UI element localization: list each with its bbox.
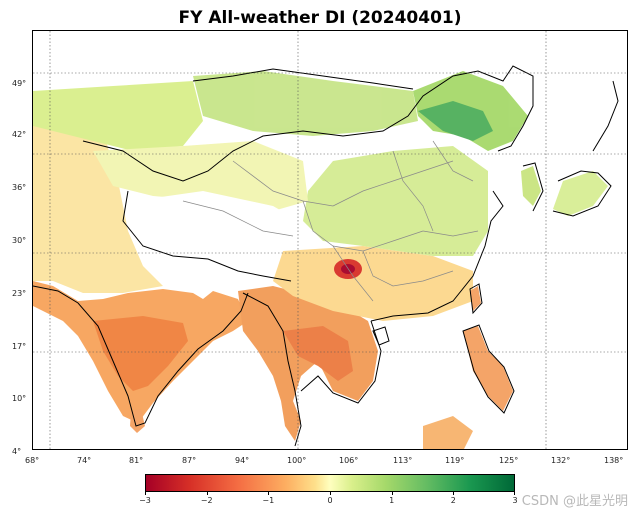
region-korea bbox=[521, 166, 541, 206]
province-borders bbox=[182, 140, 479, 302]
colorbar-tick-mark bbox=[206, 492, 208, 495]
colorbar-tick-label: −1 bbox=[262, 496, 275, 505]
colorbar-tick-label: 0 bbox=[327, 496, 333, 505]
lat-tick-label: 4° bbox=[12, 447, 22, 456]
colorbar-tick-mark bbox=[391, 492, 393, 495]
region-south-china bbox=[273, 246, 473, 321]
gridlines bbox=[33, 31, 627, 449]
lon-tick-label: 74° bbox=[77, 456, 92, 465]
region-central-asia bbox=[33, 81, 203, 151]
lat-tick-label: 17° bbox=[12, 342, 27, 351]
colorbar-tick-label: −3 bbox=[139, 496, 151, 505]
colorbar-tick-label: −2 bbox=[200, 496, 213, 505]
colorbar-tick-mark bbox=[514, 492, 515, 495]
region-borneo bbox=[423, 416, 473, 449]
colorbar-tick-mark bbox=[268, 492, 270, 495]
region-ne-china-dark bbox=[418, 101, 493, 141]
lon-tick-label: 113° bbox=[393, 456, 413, 465]
colorbar-tick-mark bbox=[330, 492, 331, 495]
lat-tick-label: 42° bbox=[12, 130, 27, 139]
region-west bbox=[33, 91, 163, 293]
map-title: FY All-weather DI (20240401) bbox=[178, 8, 462, 28]
colorbar-tick-mark bbox=[453, 492, 455, 495]
lon-tick-label: 94° bbox=[235, 456, 250, 465]
colorbar-tick-label: 3 bbox=[512, 496, 518, 505]
colorbar-tick-label: 2 bbox=[450, 496, 456, 505]
lat-tick-label: 30° bbox=[12, 236, 27, 245]
country-borders bbox=[33, 65, 619, 447]
lon-tick-label: 138° bbox=[604, 456, 624, 465]
watermark: CSDN @此星光明 bbox=[521, 494, 628, 509]
colorbar bbox=[145, 474, 515, 492]
region-japan bbox=[553, 171, 608, 216]
lon-tick-label: 119° bbox=[445, 456, 465, 465]
region-philippines bbox=[463, 326, 513, 411]
region-east-china bbox=[303, 146, 488, 256]
di-raster bbox=[33, 71, 608, 449]
colorbar-tick-label: 1 bbox=[389, 496, 395, 505]
lat-tick-label: 23° bbox=[12, 289, 27, 298]
colorbar-tick-mark bbox=[145, 492, 146, 495]
lat-tick-label: 10° bbox=[12, 394, 27, 403]
lon-tick-label: 87° bbox=[182, 456, 197, 465]
lat-tick-label: 36° bbox=[12, 183, 27, 192]
region-tibet-nodata bbox=[133, 191, 308, 251]
region-taiwan bbox=[470, 286, 481, 311]
lon-tick-label: 132° bbox=[551, 456, 571, 465]
lon-tick-label: 106° bbox=[339, 456, 359, 465]
region-se-asia bbox=[238, 286, 378, 441]
region-sri-lanka bbox=[130, 409, 145, 433]
region-india-core bbox=[93, 316, 188, 391]
region-xinjiang bbox=[93, 141, 308, 211]
region-se-asia-core bbox=[283, 326, 353, 381]
lon-tick-label: 68° bbox=[25, 456, 40, 465]
lon-tick-label: 125° bbox=[499, 456, 519, 465]
map-area bbox=[32, 30, 628, 450]
lat-tick-label: 49° bbox=[12, 79, 27, 88]
lon-tick-label: 81° bbox=[129, 456, 144, 465]
region-mongolia bbox=[193, 71, 418, 136]
map-svg bbox=[33, 31, 627, 449]
lon-tick-label: 100° bbox=[287, 456, 307, 465]
